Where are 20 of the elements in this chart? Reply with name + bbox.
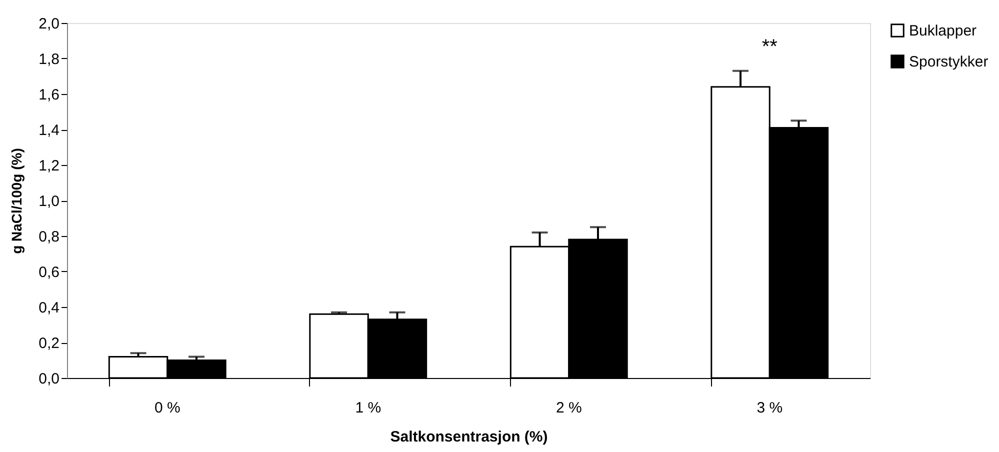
y-tick-label: 0,8 <box>38 228 60 246</box>
y-tick-label: 1,6 <box>38 86 60 104</box>
x-axis-title: Saltkonsentrasjon (%) <box>390 428 548 446</box>
x-tick-label: 3 % <box>756 400 783 416</box>
y-tick-label: 0,0 <box>38 370 60 388</box>
y-tick-label: 1,4 <box>38 122 60 139</box>
x-tick-label: 2 % <box>556 400 582 416</box>
legend-label: Buklapper <box>909 22 977 40</box>
y-tick-label: 0,6 <box>38 264 60 281</box>
y-tick-label: 0,4 <box>38 300 60 316</box>
legend-label: Sporstykker <box>909 54 988 70</box>
y-tick-label: 1,8 <box>38 51 60 68</box>
x-tick-label: 1 % <box>355 400 382 416</box>
y-tick-label: 0,2 <box>38 335 60 352</box>
y-tick-label: 2,0 <box>38 16 60 32</box>
y-axis-title: g NaCl/100g (%) <box>8 148 25 254</box>
y-tick-label: 1,0 <box>38 193 60 210</box>
annotation: ** <box>762 36 778 58</box>
y-tick-label: 1,2 <box>38 158 60 174</box>
x-tick-label: 0 % <box>154 400 180 416</box>
